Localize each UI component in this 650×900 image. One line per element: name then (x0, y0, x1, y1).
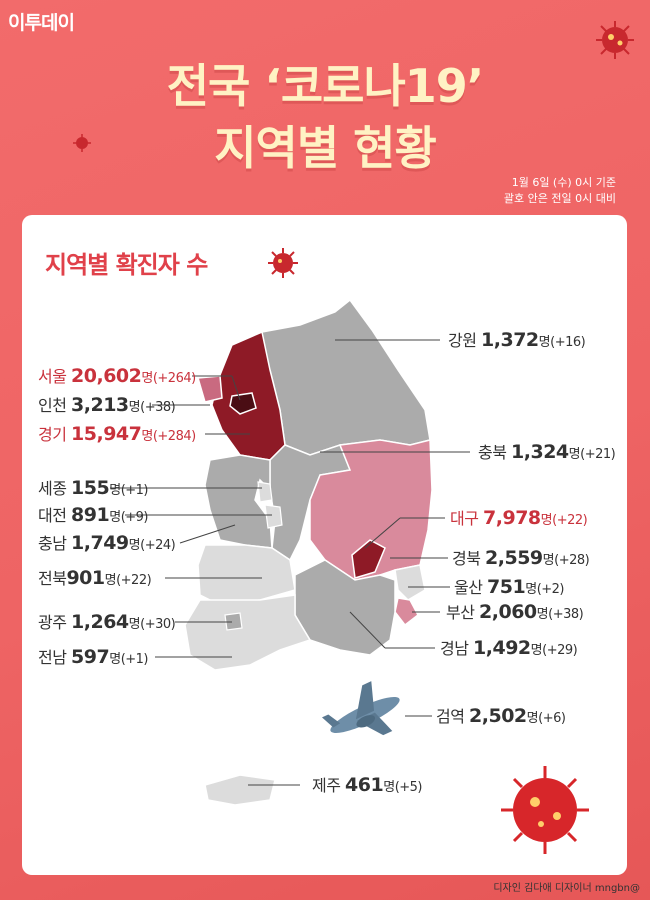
region-jeju (204, 774, 276, 806)
region-daegu (351, 539, 386, 579)
region-gyeongbuk (309, 439, 433, 581)
region-jeonnam (184, 594, 312, 671)
label-daejeon: 대전 891명(+9) (38, 504, 149, 526)
brand-logo: 이투데이 (8, 12, 75, 34)
label-chungbuk: 충북 1,324명(+21) (478, 441, 616, 463)
label-quarantine: 검역 2,502명(+6) (436, 705, 566, 727)
label-gyeonggi: 경기 15,947명(+284) (38, 423, 196, 445)
virus-icon (596, 21, 634, 59)
label-incheon: 인천 3,213명(+38) (38, 394, 176, 416)
virus-icon (73, 134, 91, 152)
virus-icon (501, 766, 589, 854)
label-jeonbuk: 전북901명(+22) (38, 567, 152, 589)
label-gangwon: 강원 1,372명(+16) (448, 329, 586, 351)
date-line2: 괄호 안은 전일 0시 대비 (503, 192, 616, 205)
label-chungnam: 충남 1,749명(+24) (38, 532, 176, 554)
region-incheon (197, 375, 223, 403)
date-line1: 1월 6일 (수) 0시 기준 (511, 176, 616, 189)
label-gwangju: 광주 1,264명(+30) (38, 611, 176, 633)
region-ulsan (394, 564, 426, 601)
label-gyeongnam: 경남 1,492명(+29) (440, 637, 578, 659)
label-sejong: 세종 155명(+1) (38, 477, 149, 499)
date-note: 1월 6일 (수) 0시 기준 괄호 안은 전일 0시 대비 (504, 175, 616, 207)
label-seoul: 서울 20,602명(+264) (38, 365, 196, 387)
label-jeonnam: 전남 597명(+1) (38, 646, 149, 668)
region-gwangju (224, 612, 243, 631)
credit: 디자인 김다애 디자이너 mngbn@ (493, 883, 640, 894)
label-busan: 부산 2,060명(+38) (446, 601, 584, 623)
virus-icon (268, 248, 298, 278)
label-gyeongbuk: 경북 2,559명(+28) (452, 547, 590, 569)
title-line1: 전국 ‘코로나19’ (166, 59, 485, 113)
label-jeju: 제주 461명(+5) (312, 774, 423, 796)
title-line2: 지역별 현황 (214, 121, 437, 175)
airplane-icon (321, 681, 400, 736)
subtitle: 지역별 확진자 수 (45, 251, 208, 279)
region-jeonbuk (197, 544, 296, 606)
region-sejong (257, 481, 273, 503)
region-seoul (229, 392, 257, 415)
label-ulsan: 울산 751명(+2) (454, 576, 565, 598)
region-daejeon (264, 504, 283, 529)
label-daegu: 대구 7,978명(+22) (450, 507, 588, 529)
